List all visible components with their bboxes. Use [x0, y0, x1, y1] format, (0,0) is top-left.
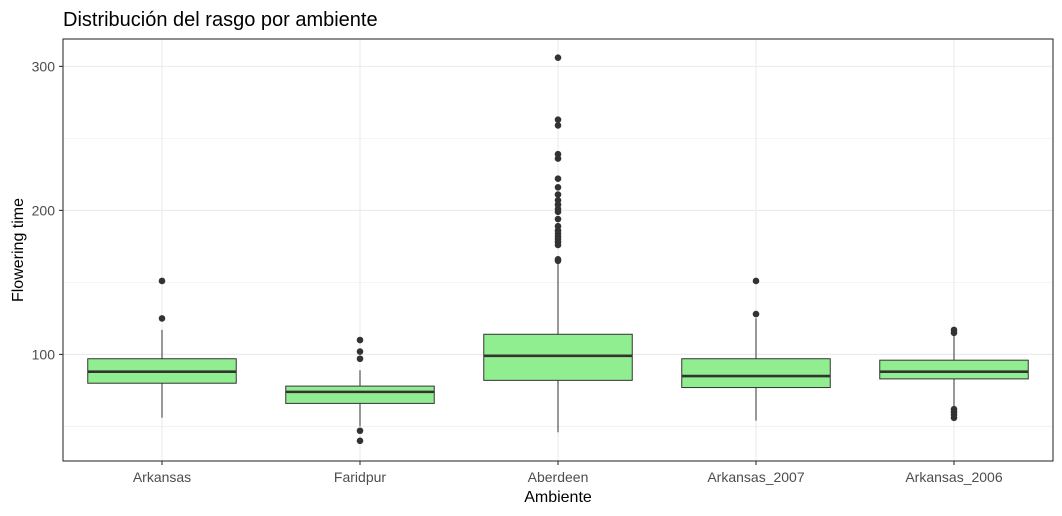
box-faridpur	[285, 336, 435, 445]
x-axis: Arkansas Faridpur Aberdeen Arkansas_2007 Ark…	[133, 461, 1003, 485]
outlier-point	[752, 277, 760, 285]
y-axis-title: Flowering time	[10, 198, 27, 302]
outlier-point	[554, 54, 562, 62]
outlier-point	[554, 184, 562, 191]
outlier-point	[554, 215, 562, 223]
y-axis: 100 200 300	[32, 58, 63, 362]
outlier-point	[554, 116, 562, 123]
outlier-point	[554, 222, 562, 230]
x-tick-label: Faridpur	[334, 469, 386, 485]
x-tick-label: Arkansas_2007	[707, 469, 805, 485]
box-arkansas	[87, 277, 237, 418]
y-tick-label: 200	[32, 202, 56, 218]
outlier-point	[158, 315, 166, 322]
outlier-point	[356, 336, 364, 344]
outlier-point	[356, 427, 364, 435]
outlier-point	[554, 175, 562, 183]
box-iqr	[483, 333, 633, 381]
x-tick-label: Aberdeen	[528, 469, 589, 485]
box-iqr	[285, 385, 435, 404]
box-iqr	[879, 359, 1029, 380]
outlier-point	[554, 150, 562, 158]
outlier-point	[950, 405, 958, 413]
outlier-point	[752, 310, 760, 318]
outlier-point	[356, 355, 364, 363]
outlier-point	[158, 277, 166, 285]
chart-title: Distribución del rasgo por ambiente	[63, 9, 378, 31]
box-aberdeen	[483, 54, 633, 433]
outlier-point	[356, 437, 364, 445]
y-tick-label: 100	[32, 346, 56, 362]
outlier-point	[554, 197, 562, 204]
outlier-point	[554, 122, 562, 129]
y-tick-label: 300	[32, 58, 56, 74]
outlier-point	[950, 326, 958, 334]
x-axis-title: Ambiente	[524, 489, 592, 506]
x-tick-label: Arkansas	[133, 469, 191, 485]
outlier-point	[554, 191, 562, 198]
outlier-point	[554, 256, 562, 263]
box-arkansas-2006	[879, 326, 1029, 422]
box-iqr	[681, 358, 831, 389]
box-arkansas-2007	[681, 277, 831, 421]
x-tick-label: Arkansas_2006	[905, 469, 1003, 485]
boxes	[87, 54, 1029, 445]
outlier-point	[356, 348, 364, 355]
